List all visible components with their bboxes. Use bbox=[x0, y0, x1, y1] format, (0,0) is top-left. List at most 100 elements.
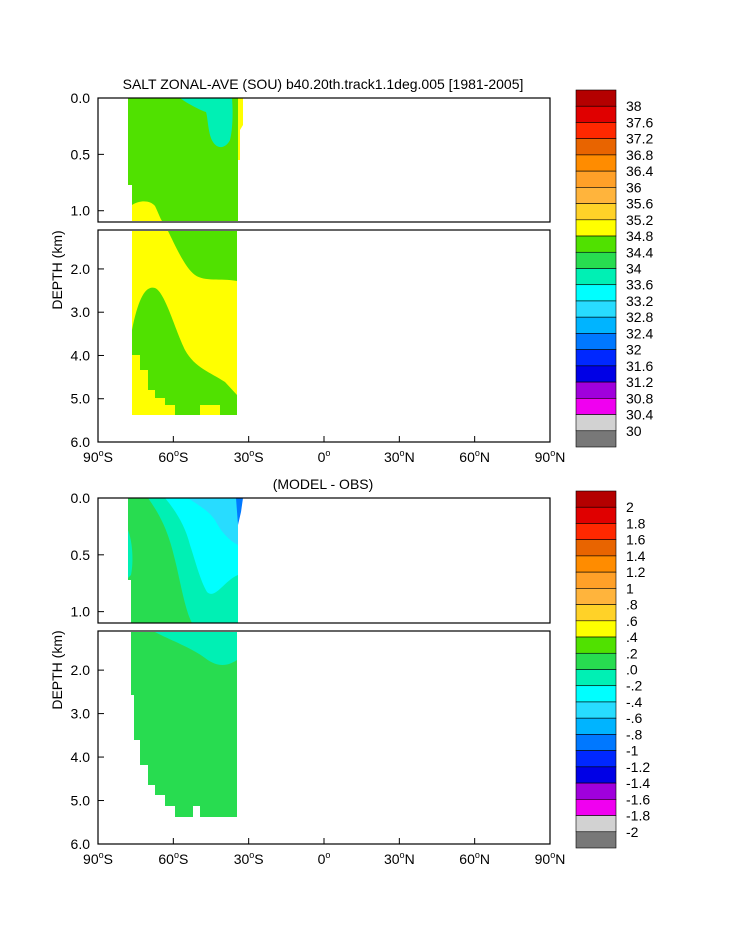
colorbar-swatch bbox=[575, 669, 617, 687]
colorbar-label: .4 bbox=[626, 629, 638, 645]
colorbar-swatch bbox=[575, 701, 617, 719]
colorbar-swatch bbox=[575, 652, 617, 670]
y-tick-label: 6.0 bbox=[71, 836, 91, 852]
diff-aqua-lower bbox=[155, 632, 237, 665]
top-upper-field bbox=[98, 98, 243, 221]
colorbar-swatch bbox=[575, 555, 617, 573]
y-tick-label: 2.0 bbox=[71, 662, 91, 678]
colorbar-label: .0 bbox=[626, 662, 638, 678]
colorbar-label: -.4 bbox=[626, 694, 643, 710]
colorbar-swatch bbox=[575, 349, 617, 367]
colorbar-label: -.8 bbox=[626, 726, 643, 742]
x-tick-label: 0o bbox=[318, 448, 331, 465]
colorbar-swatch bbox=[575, 490, 617, 508]
diff-blue-streak bbox=[236, 498, 243, 525]
colorbar-swatch bbox=[575, 717, 617, 735]
colorbar-swatch bbox=[575, 316, 617, 334]
colorbar-swatch bbox=[575, 89, 617, 107]
colorbar-label: 32.4 bbox=[626, 325, 653, 341]
top-upper-frame bbox=[97, 97, 551, 223]
difference-chart: (MODEL - OBS) 0.00.51.0 2.03.04.05.06.0 … bbox=[49, 476, 650, 867]
x-tick-label: 60oN bbox=[459, 850, 490, 867]
colorbar-label: -1 bbox=[626, 743, 639, 759]
colorbar-label: 36 bbox=[626, 179, 642, 195]
colorbar-label: .2 bbox=[626, 645, 638, 661]
colorbar-swatch bbox=[575, 105, 617, 123]
x-tick-label: 30oS bbox=[234, 448, 264, 465]
diff-white-left-upper bbox=[98, 498, 131, 623]
colorbar-swatch bbox=[575, 203, 617, 221]
colorbar-swatch bbox=[575, 782, 617, 800]
colorbar-label: 37.2 bbox=[626, 131, 653, 147]
diff-left-sliver bbox=[128, 530, 133, 578]
colorbar-swatch bbox=[575, 187, 617, 204]
salinity-chart: SALT ZONAL-AVE (SOU) b40.20th.track1.1de… bbox=[49, 76, 653, 465]
colorbar-swatch bbox=[575, 750, 617, 768]
top-x-ticks: 90oS 60oS 30oS 0o 30oN 60oN 90oN bbox=[83, 436, 565, 465]
colorbar-label: 1 bbox=[626, 580, 634, 596]
colorbar-swatch bbox=[575, 251, 617, 269]
colorbar-swatch bbox=[575, 219, 617, 237]
colorbar-swatch bbox=[575, 414, 617, 432]
x-tick-label: 30oN bbox=[384, 850, 415, 867]
y-tick-label: 4.0 bbox=[71, 749, 91, 765]
colorbar-swatch bbox=[575, 620, 617, 638]
colorbar-swatch bbox=[575, 365, 617, 383]
x-tick-label: 60oN bbox=[459, 448, 490, 465]
colorbar-label: 2 bbox=[626, 499, 634, 515]
x-tick-label: 60oS bbox=[158, 448, 188, 465]
colorbar-label: 30.8 bbox=[626, 390, 653, 406]
colorbar-label: -2 bbox=[626, 824, 639, 840]
colorbar-label: 31.6 bbox=[626, 358, 653, 374]
colorbar-label: 34.4 bbox=[626, 244, 653, 260]
colorbar-label: .6 bbox=[626, 613, 638, 629]
colorbar-swatch bbox=[575, 300, 617, 318]
colorbar-label: 31.2 bbox=[626, 374, 653, 390]
colorbar-swatch bbox=[575, 604, 617, 622]
bottom-upper-field bbox=[98, 498, 243, 623]
diff-green-region-lower bbox=[131, 632, 237, 817]
top-upper-y-ticks: 0.0 0.5 1.0 bbox=[71, 90, 104, 219]
bottom-ylabel: DEPTH (km) bbox=[49, 630, 65, 709]
colorbar-swatch bbox=[575, 268, 617, 286]
bottom-lower-field bbox=[131, 632, 237, 817]
salt-yellow-region-upper-left bbox=[132, 201, 162, 221]
colorbar-swatch bbox=[575, 506, 617, 524]
colorbar-label: 33.2 bbox=[626, 293, 653, 309]
colorbar-swatch bbox=[575, 636, 617, 654]
colorbar-label: 34 bbox=[626, 261, 642, 277]
colorbar-swatch bbox=[575, 381, 617, 399]
x-tick-label: 30oN bbox=[384, 448, 415, 465]
colorbar-label: 1.6 bbox=[626, 532, 646, 548]
colorbar-swatch bbox=[575, 539, 617, 557]
colorbar-swatch bbox=[575, 588, 617, 605]
colorbar-swatch bbox=[575, 831, 617, 849]
colorbar-label: 32 bbox=[626, 342, 642, 358]
y-tick-label: 4.0 bbox=[71, 347, 91, 363]
y-tick-label: 5.0 bbox=[71, 793, 91, 809]
colorbar-swatch bbox=[575, 571, 617, 589]
colorbar-swatch bbox=[575, 235, 617, 253]
colorbar-label: 35.6 bbox=[626, 196, 653, 212]
top-ylabel: DEPTH (km) bbox=[49, 230, 65, 309]
colorbar-label: -.6 bbox=[626, 710, 643, 726]
y-tick-label: 1.0 bbox=[71, 604, 91, 620]
colorbar-label: 35.2 bbox=[626, 212, 653, 228]
colorbar-swatch bbox=[575, 284, 617, 302]
colorbar-swatch bbox=[575, 430, 617, 448]
colorbar-swatch bbox=[575, 523, 617, 540]
salt-green-deep-region bbox=[132, 287, 237, 415]
x-tick-label: 90oS bbox=[83, 448, 113, 465]
colorbar-label: -1.4 bbox=[626, 775, 650, 791]
colorbar-label: -.2 bbox=[626, 678, 643, 694]
bottom-upper-y-ticks: 0.0 0.5 1.0 bbox=[71, 490, 104, 620]
bottom-upper-frame bbox=[97, 497, 551, 624]
colorbar-label: 1.2 bbox=[626, 564, 646, 580]
top-lower-y-ticks: 2.0 3.0 4.0 5.0 6.0 bbox=[71, 261, 104, 450]
colorbar-label: 33.6 bbox=[626, 277, 653, 293]
colorbar-label: -1.2 bbox=[626, 759, 650, 775]
colorbar-swatch bbox=[575, 138, 617, 156]
colorbar-label: -1.6 bbox=[626, 791, 650, 807]
top-title: SALT ZONAL-AVE (SOU) b40.20th.track1.1de… bbox=[123, 76, 524, 92]
